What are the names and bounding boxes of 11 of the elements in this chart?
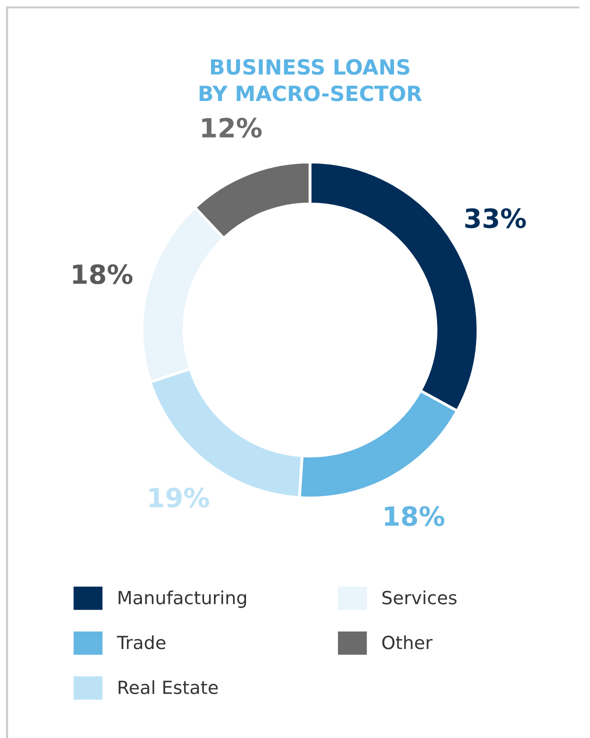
data-label: 19% [150,488,209,508]
legend-label: Other [382,635,433,650]
chart-title: BUSINESS LOANS BY MACRO-SECTOR [200,59,422,102]
legend-label: Trade [116,635,166,650]
legend-label: Real Estate [118,680,218,694]
data-label: 33% [465,208,526,228]
data-label: 18% [73,264,132,284]
data-label: 18% [384,506,444,526]
data-label: 12% [202,118,262,138]
legend-label: Manufacturing [118,590,246,608]
legend-label: Services [382,590,457,604]
